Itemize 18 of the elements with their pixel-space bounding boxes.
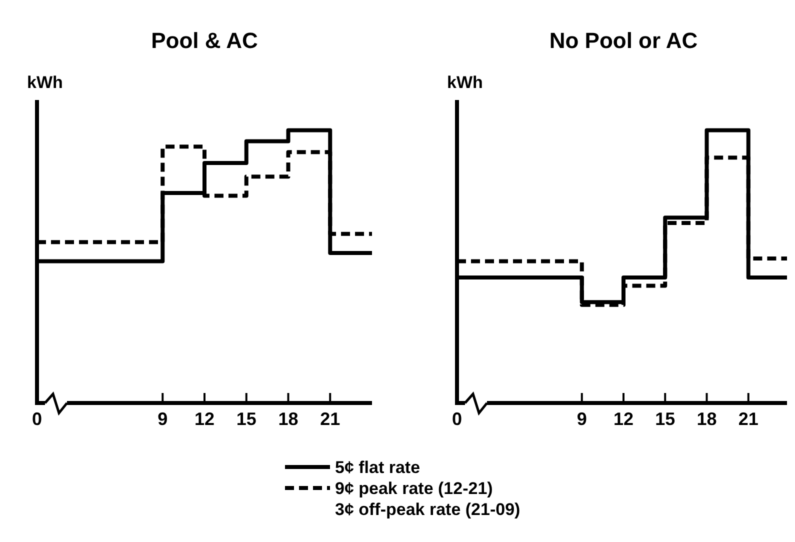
x-tick-label: 0 [32,409,42,429]
x-tick-label: 12 [194,409,215,429]
x-tick-label: 9 [158,409,168,429]
x-tick-label: 15 [236,409,256,429]
x-tick-label: 15 [655,409,676,429]
x-tick-label: 18 [278,409,298,429]
x-tick-label: 9 [576,409,587,429]
x-tick-label: 21 [320,409,340,429]
x-tick-label: 0 [452,409,462,429]
y-axis-title: kWh [447,73,483,92]
x-tick-label: 12 [613,409,634,429]
chart-title: Pool & AC [151,28,258,53]
chart-title: No Pool or AC [549,28,698,53]
x-tick-label: 18 [696,409,717,429]
legend-label: 5¢ flat rate [335,458,420,477]
x-tick-label: 21 [738,409,758,429]
legend-label: 9¢ peak rate (12-21) 3¢ off-peak rate (21-09) [335,479,520,519]
y-axis-title: kWh [27,73,63,92]
